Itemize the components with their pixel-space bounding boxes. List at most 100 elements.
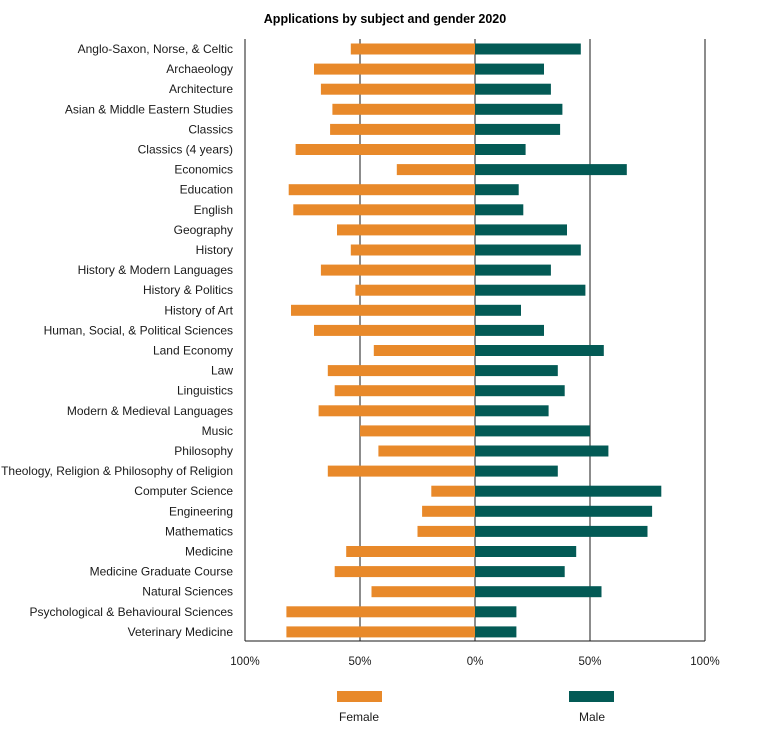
bar-male bbox=[475, 505, 653, 517]
category-label: Computer Science bbox=[134, 484, 233, 498]
bar-female bbox=[320, 264, 475, 276]
bar-female bbox=[373, 345, 475, 356]
category-label: Law bbox=[211, 364, 233, 378]
bar-male bbox=[475, 485, 662, 497]
x-tick-label: 50% bbox=[578, 656, 601, 668]
bar-male bbox=[475, 184, 519, 196]
bar-male bbox=[475, 586, 602, 598]
category-label: Medicine Graduate Course bbox=[90, 565, 234, 579]
bar-male bbox=[475, 626, 517, 638]
bars bbox=[286, 43, 662, 638]
category-labels: Anglo-Saxon, Norse, & Celtic Archaeology A… bbox=[1, 42, 234, 639]
bar-female bbox=[346, 546, 475, 557]
bar-female bbox=[334, 385, 475, 397]
bar-male bbox=[475, 284, 586, 296]
bar-male bbox=[475, 425, 590, 437]
bar-male bbox=[475, 144, 526, 155]
bar-female bbox=[327, 365, 475, 377]
bar-male bbox=[475, 304, 521, 316]
bar-female bbox=[314, 63, 475, 75]
bar-female bbox=[417, 525, 475, 537]
bar-male bbox=[475, 224, 567, 236]
category-label: Asian & Middle Eastern Studies bbox=[65, 102, 233, 116]
bar-male bbox=[475, 204, 524, 216]
category-label: Geography bbox=[174, 223, 233, 237]
legend-male-label: Male bbox=[579, 710, 605, 724]
bar-female bbox=[288, 184, 475, 196]
category-label: History & Politics bbox=[143, 283, 233, 297]
x-tick-labels: 100% 50% 0% 50% 100% bbox=[230, 656, 719, 668]
bar-female bbox=[360, 425, 475, 437]
legend-female-label: Female bbox=[339, 710, 379, 724]
category-label: Education bbox=[180, 183, 233, 197]
x-tick-label: 50% bbox=[348, 656, 371, 668]
category-label: Medicine bbox=[185, 545, 233, 559]
bar-female bbox=[431, 485, 475, 497]
legend: Female Male bbox=[337, 691, 614, 724]
bar-male bbox=[475, 345, 604, 356]
bar-male bbox=[475, 445, 609, 457]
category-label: History bbox=[196, 243, 233, 257]
bar-male bbox=[475, 365, 558, 377]
bar-female bbox=[334, 566, 475, 578]
category-label: Music bbox=[202, 424, 233, 438]
category-label: Psychological & Behavioural Sciences bbox=[30, 605, 233, 619]
bar-female bbox=[286, 626, 475, 638]
bar-male bbox=[475, 244, 581, 256]
bar-female bbox=[378, 445, 475, 457]
bar-male bbox=[475, 525, 648, 537]
category-label: Engineering bbox=[169, 504, 233, 518]
category-label: Natural Sciences bbox=[142, 585, 233, 599]
category-label: Classics bbox=[188, 122, 233, 136]
bar-male bbox=[475, 164, 627, 176]
category-label: Modern & Medieval Languages bbox=[67, 404, 233, 418]
category-label: Classics (4 years) bbox=[138, 143, 233, 157]
bar-male bbox=[475, 43, 581, 55]
bar-female bbox=[332, 103, 475, 115]
bar-female bbox=[291, 304, 475, 316]
bar-male bbox=[475, 83, 551, 95]
bar-female bbox=[337, 224, 475, 236]
bar-female bbox=[318, 405, 475, 417]
bar-female bbox=[327, 465, 475, 477]
bar-female bbox=[350, 244, 475, 256]
bar-male bbox=[475, 103, 563, 115]
bar-male bbox=[475, 405, 549, 417]
category-label: History & Modern Languages bbox=[78, 263, 233, 277]
category-label: Theology, Religion & Philosophy of Relig… bbox=[1, 464, 233, 478]
bar-female bbox=[295, 144, 475, 155]
bar-female bbox=[293, 204, 475, 216]
bar-male bbox=[475, 606, 517, 618]
bar-female bbox=[422, 505, 475, 517]
x-tick-label: 100% bbox=[690, 656, 719, 668]
bar-male bbox=[475, 546, 577, 557]
bar-female bbox=[350, 43, 475, 55]
category-label: Architecture bbox=[169, 82, 233, 96]
bar-female bbox=[286, 606, 475, 618]
category-label: Veterinary Medicine bbox=[128, 625, 234, 639]
bar-female bbox=[396, 164, 475, 176]
x-tick-label: 100% bbox=[230, 656, 259, 668]
x-tick-label: 0% bbox=[467, 656, 484, 668]
category-label: Anglo-Saxon, Norse, & Celtic bbox=[78, 42, 233, 56]
bar-male bbox=[475, 264, 551, 276]
bar-female bbox=[330, 123, 475, 135]
legend-female-swatch bbox=[337, 691, 382, 702]
bar-male bbox=[475, 63, 544, 75]
category-label: Linguistics bbox=[177, 384, 233, 398]
category-label: Mathematics bbox=[165, 524, 233, 538]
category-label: English bbox=[194, 203, 233, 217]
bar-female bbox=[371, 586, 475, 598]
bar-female bbox=[320, 83, 475, 95]
bar-male bbox=[475, 123, 561, 135]
category-label: History of Art bbox=[164, 303, 233, 317]
bar-male bbox=[475, 324, 544, 336]
bar-male bbox=[475, 385, 565, 397]
bar-male bbox=[475, 566, 565, 578]
category-label: Philosophy bbox=[174, 444, 233, 458]
chart-title: Applications by subject and gender 2020 bbox=[264, 12, 506, 26]
bar-male bbox=[475, 465, 558, 477]
category-label: Archaeology bbox=[166, 62, 233, 76]
bar-female bbox=[314, 324, 475, 336]
bar-female bbox=[355, 284, 475, 296]
